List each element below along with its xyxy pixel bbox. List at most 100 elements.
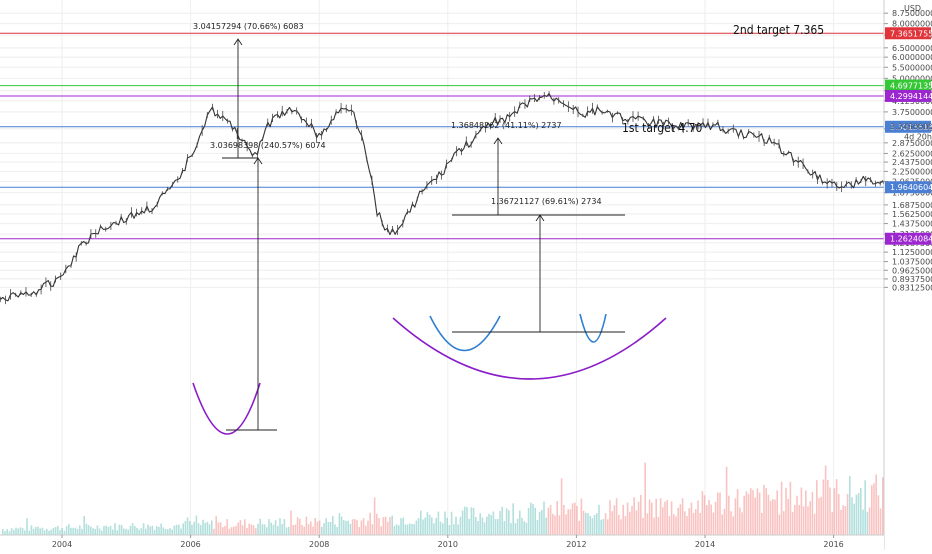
level-badge xyxy=(885,232,931,245)
volume-bar xyxy=(413,524,415,535)
volume-bar xyxy=(230,527,233,535)
volume-bar xyxy=(268,519,270,535)
volume-bar xyxy=(728,495,730,535)
volume-bar xyxy=(448,524,451,535)
volume-bar xyxy=(17,528,19,535)
y-tick-label: 6.00000000 xyxy=(892,53,932,62)
cup-curve-2016[interactable] xyxy=(429,315,501,352)
volume-bar xyxy=(490,515,492,535)
volume-bar xyxy=(613,505,616,535)
volume-bar xyxy=(57,525,59,535)
volume-bar xyxy=(626,502,629,535)
volume-bar xyxy=(189,521,191,535)
volume-bar xyxy=(446,517,448,535)
volume-bar xyxy=(549,504,552,535)
volume-bar xyxy=(369,512,371,535)
cup-curve-2020[interactable] xyxy=(579,313,607,343)
volume-bar xyxy=(589,515,591,535)
cup-curve-large[interactable] xyxy=(392,317,667,380)
volume-bar xyxy=(611,511,613,535)
volume-bar xyxy=(593,514,596,535)
volume-bar xyxy=(193,521,195,535)
volume-bar xyxy=(270,522,272,535)
volume-bar xyxy=(664,501,666,535)
volume-bar xyxy=(587,513,589,535)
volume-bar xyxy=(510,523,512,535)
volume-bar xyxy=(547,507,550,535)
volume-bar xyxy=(505,508,508,535)
volume-bar xyxy=(536,520,539,535)
volume-bar xyxy=(563,504,565,535)
volume-bar xyxy=(578,520,580,535)
volume-bar xyxy=(688,508,690,535)
cup-curve-2008[interactable] xyxy=(192,382,261,435)
volume-bar xyxy=(532,504,534,535)
volume-bar xyxy=(239,520,242,535)
volume-bar xyxy=(475,517,477,535)
volume-bar xyxy=(508,510,510,535)
volume-bar xyxy=(723,508,726,535)
volume-bar xyxy=(811,492,814,535)
volume-bar xyxy=(776,490,778,535)
volume-bar xyxy=(237,522,239,535)
volume-bar xyxy=(200,525,202,535)
volume-bar xyxy=(767,494,770,535)
volume-bar xyxy=(125,528,127,535)
volume-bar xyxy=(701,491,704,535)
volume-bar xyxy=(312,526,314,535)
volume-bar xyxy=(629,511,631,535)
volume-bar xyxy=(296,517,299,535)
volume-bar xyxy=(699,512,701,535)
volume-bar xyxy=(631,505,633,535)
volume-bar xyxy=(219,522,222,535)
volume-bar xyxy=(747,493,750,535)
volume-bar xyxy=(94,529,96,535)
volume-bar xyxy=(283,519,286,535)
x-tick-label: 2004 xyxy=(52,540,72,549)
volume-bar xyxy=(323,523,325,535)
volume-bar xyxy=(160,523,162,535)
volume-bar xyxy=(351,519,354,535)
volume-bar xyxy=(138,529,140,535)
volume-bar xyxy=(600,519,602,535)
volume-bar xyxy=(52,527,55,535)
volume-bar xyxy=(411,523,413,535)
volume-bar xyxy=(492,511,495,535)
volume-bar xyxy=(743,495,745,535)
volume-bar xyxy=(180,528,182,535)
volume-bar xyxy=(235,525,237,535)
level-badge-label: 1.96406040 xyxy=(890,183,932,192)
volume-bar xyxy=(336,526,338,535)
volume-bar xyxy=(609,500,611,535)
volume-bar xyxy=(365,525,367,535)
volume-bar xyxy=(464,506,466,535)
volume-bar xyxy=(85,523,88,535)
volume-bar xyxy=(400,518,402,535)
volume-bar xyxy=(402,517,404,535)
volume-bar xyxy=(622,504,624,535)
volume-bar xyxy=(706,505,708,535)
x-tick-label: 2014 xyxy=(695,540,715,549)
volume-bar xyxy=(301,524,303,535)
volume-bar xyxy=(98,528,101,535)
volume-bar xyxy=(772,499,774,535)
volume-bar xyxy=(618,514,620,535)
level-badge xyxy=(885,79,931,92)
volume-bar xyxy=(72,527,74,535)
volume-bar xyxy=(730,511,732,535)
volume-bar xyxy=(835,479,838,535)
volume-bar xyxy=(50,529,52,535)
volume-bar xyxy=(591,518,594,535)
volume-bar xyxy=(261,524,264,535)
volume-bar xyxy=(299,518,301,535)
volume-bar xyxy=(501,506,503,535)
volume-bar xyxy=(818,498,820,535)
volume-bar xyxy=(32,528,35,535)
volume-bar xyxy=(213,528,215,535)
volume-bar xyxy=(76,528,79,535)
volume-bar xyxy=(70,527,72,535)
volume-bar xyxy=(272,524,275,535)
volume-bar xyxy=(19,527,22,535)
volume-bar xyxy=(455,516,457,535)
